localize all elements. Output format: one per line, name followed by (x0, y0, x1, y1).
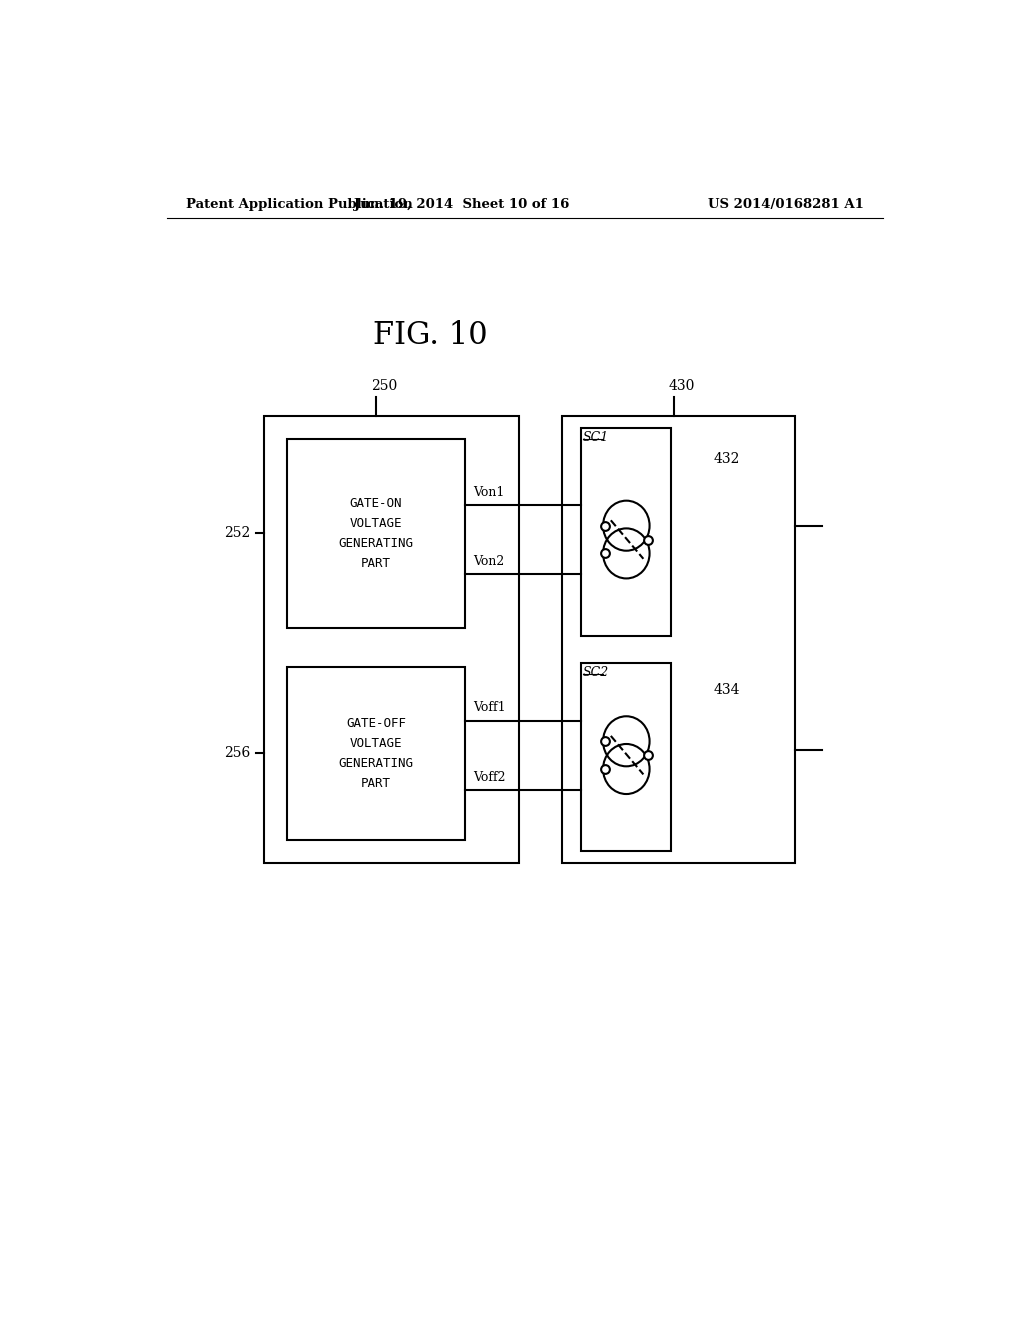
Text: GATE-OFF
VOLTAGE
GENERATING
PART: GATE-OFF VOLTAGE GENERATING PART (339, 717, 414, 789)
Text: Jun. 19, 2014  Sheet 10 of 16: Jun. 19, 2014 Sheet 10 of 16 (353, 198, 569, 211)
Text: 256: 256 (224, 746, 251, 760)
Text: US 2014/0168281 A1: US 2014/0168281 A1 (709, 198, 864, 211)
Text: Von2: Von2 (473, 554, 504, 568)
Bar (582, 663, 671, 851)
Text: 430: 430 (669, 379, 695, 393)
Bar (287, 667, 465, 840)
Bar (582, 428, 671, 636)
Text: Von1: Von1 (473, 486, 504, 499)
Text: 434: 434 (713, 682, 739, 697)
Text: SC1: SC1 (583, 430, 609, 444)
Text: 250: 250 (371, 379, 397, 393)
Text: Voff2: Voff2 (473, 771, 506, 784)
Text: GATE-ON
VOLTAGE
GENERATING
PART: GATE-ON VOLTAGE GENERATING PART (339, 498, 414, 570)
Text: SC2: SC2 (583, 665, 609, 678)
Bar (287, 440, 465, 628)
Bar (263, 416, 519, 863)
Text: Voff1: Voff1 (473, 701, 506, 714)
Text: 432: 432 (713, 451, 739, 466)
Bar (562, 416, 795, 863)
Text: Patent Application Publication: Patent Application Publication (186, 198, 413, 211)
Text: 252: 252 (224, 527, 251, 540)
Text: FIG. 10: FIG. 10 (373, 319, 487, 351)
